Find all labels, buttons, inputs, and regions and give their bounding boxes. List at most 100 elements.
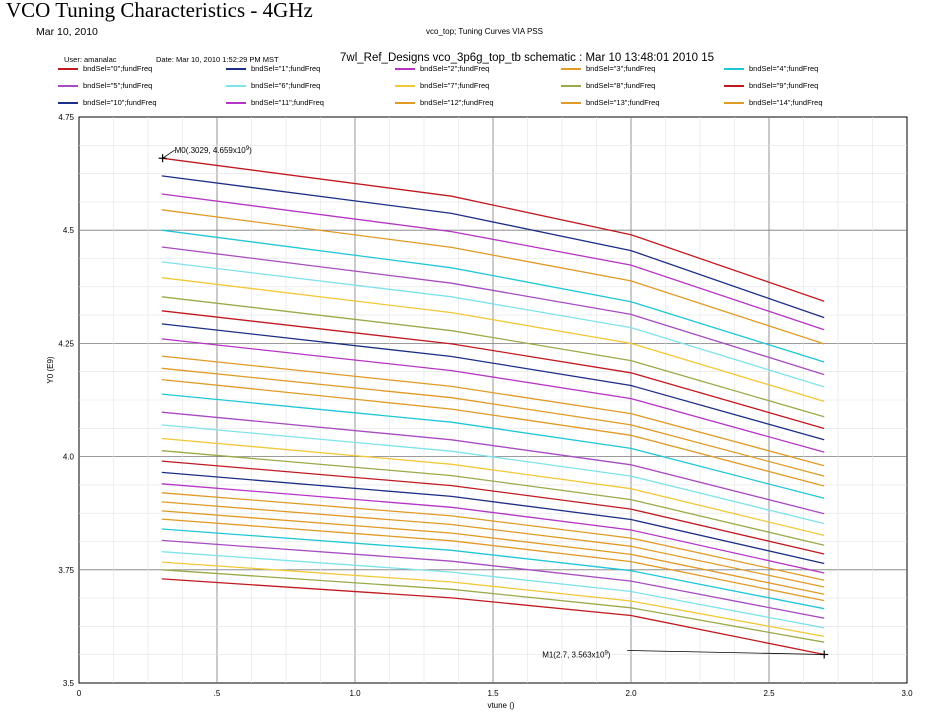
series-line-25 [161,510,825,595]
legend-swatch [395,67,415,70]
legend-label: bndSel="1";fundFreq [251,64,321,73]
series-line-6 [161,261,825,388]
series-line-9 [161,310,825,430]
legend-label: bndSel="10";fundFreq [83,98,157,107]
series-line-23 [161,492,825,581]
x-tick-label: 0 [77,689,82,698]
x-axis-label: vtune () [487,701,514,710]
legend-item: bndSel="7";fundFreq [395,81,489,90]
legend-item: bndSel="13";fundFreq [561,98,660,107]
legend-label: bndSel="5";fundFreq [83,81,153,90]
marker-label: M0(.3029, 4.659x109) [175,146,253,155]
legend-item: bndSel="6";fundFreq [226,81,320,90]
series-line-17 [161,424,825,525]
series-line-4 [161,229,825,363]
legend-swatch [226,67,246,70]
legend-label: bndSel="0";fundFreq [83,64,153,73]
legend-item: bndSel="12";fundFreq [395,98,494,107]
series-line-13 [161,367,825,477]
legend-label: bndSel="6";fundFreq [251,81,321,90]
x-tick-label: 3.0 [901,689,913,698]
legend-swatch [226,101,246,104]
series-line-16 [161,411,825,515]
legend-label: bndSel="13";fundFreq [586,98,660,107]
x-tick-label: 2.5 [763,689,775,698]
legend-swatch [395,101,415,104]
legend-label: bndSel="11";fundFreq [251,98,324,107]
legend-swatch [395,84,415,87]
series-line-10 [161,323,825,441]
legend-label: bndSel="3";fundFreq [586,64,656,73]
design-label: 7wl_Ref_Designs vco_3p6g_top_tb schemati… [340,52,714,64]
x-tick-label: 1.0 [349,689,361,698]
legend-swatch [58,67,78,70]
y-tick-label: 3.5 [63,679,75,688]
chart-title: VCO Tuning Characteristics - 4GHz [6,0,313,22]
legend-item: bndSel="2";fundFreq [395,64,489,73]
series-line-3 [161,209,825,345]
legend-label: bndSel="14";fundFreq [749,98,823,107]
series-line-29 [161,551,825,629]
y-tick-label: 4.0 [63,453,75,462]
series-line-14 [161,378,825,487]
series-line-18 [161,437,825,537]
legend-swatch [561,84,581,87]
y-tick-label: 3.75 [58,566,74,575]
legend-item: bndSel="11";fundFreq [226,98,324,107]
series-line-5 [161,246,825,376]
series-line-21 [161,471,825,565]
legend-swatch [724,84,744,87]
series-line-28 [161,539,825,619]
chart-subtitle: vco_top; Tuning Curves VIA PSS [426,27,543,36]
marker-leader [162,149,175,159]
x-tick-label: .5 [214,689,221,698]
series-line-30 [161,561,825,638]
series-line-12 [161,355,825,467]
legend-item: bndSel="0";fundFreq [58,64,152,73]
legend-item: bndSel="8";fundFreq [561,81,655,90]
sim-date-label: Date: Mar 10, 2010 1:52:29 PM MST [156,55,279,64]
y-tick-label: 4.25 [58,339,74,348]
marker-leader [627,650,825,655]
legend-label: bndSel="9";fundFreq [749,81,819,90]
legend-item: bndSel="3";fundFreq [561,64,655,73]
legend-item: bndSel="4";fundFreq [724,64,818,73]
legend-item: bndSel="9";fundFreq [724,81,818,90]
legend-label: bndSel="7";fundFreq [420,81,490,90]
legend-label: bndSel="8";fundFreq [586,81,656,90]
legend-swatch [724,67,744,70]
legend-swatch [724,101,744,104]
legend-label: bndSel="12";fundFreq [420,98,494,107]
series-line-27 [161,528,825,610]
series-line-22 [161,483,825,574]
legend-swatch [226,84,246,87]
legend-swatch [58,101,78,104]
legend-swatch [561,101,581,104]
series-line-24 [161,501,825,588]
series-line-20 [161,460,825,555]
y-axis-label: Y0 (E9) [46,356,55,383]
legend-item: bndSel="14";fundFreq [724,98,823,107]
series-line-15 [161,393,825,499]
series-line-1 [161,175,825,319]
series-line-7 [161,277,825,403]
legend-label: bndSel="2";fundFreq [420,64,490,73]
series-line-31 [161,569,825,643]
y-tick-label: 4.5 [63,226,75,235]
report-date: Mar 10, 2010 [36,26,98,38]
series-line-8 [161,296,825,418]
x-tick-label: 2.0 [625,689,637,698]
series-line-26 [161,518,825,602]
legend-item: bndSel="10";fundFreq [58,98,157,107]
legend-item: bndSel="1";fundFreq [226,64,320,73]
series-line-19 [161,450,825,546]
legend-swatch [58,84,78,87]
series-line-32 [161,578,825,656]
y-tick-label: 4.75 [58,113,74,122]
marker-label: M1(2.7, 3.563x109) [542,650,611,659]
user-label: User: amanalac [64,55,117,64]
legend-swatch [561,67,581,70]
series-line-2 [161,193,825,331]
legend-label: bndSel="4";fundFreq [749,64,819,73]
